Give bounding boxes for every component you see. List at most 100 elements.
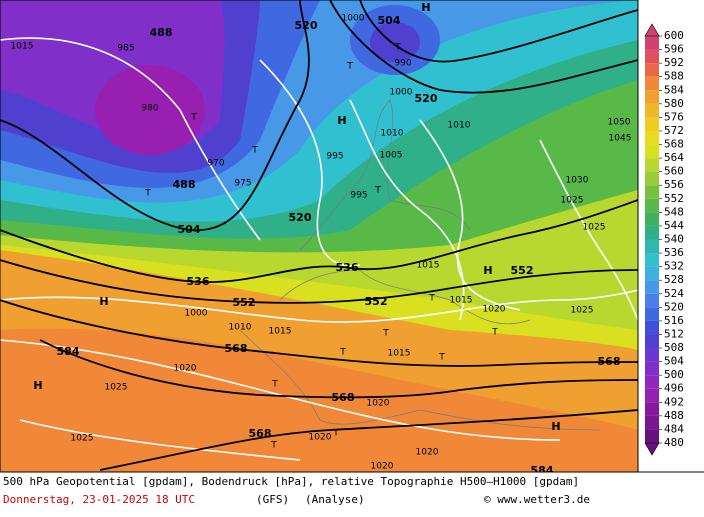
colorbar-label: 556 <box>664 178 684 191</box>
pressure-label: 1025 <box>105 383 128 393</box>
colorbar-swatch <box>645 90 659 104</box>
contour-label: 568 <box>332 391 355 404</box>
contour-label: H <box>551 420 560 433</box>
pressure-label: 1045 <box>609 134 632 144</box>
colorbar-swatch <box>645 144 659 159</box>
pressure-label: 1015 <box>269 327 292 337</box>
coastlines <box>239 99 601 431</box>
colorbar-label: 516 <box>664 314 684 327</box>
colorbar-label: 520 <box>664 300 684 313</box>
colorbar-swatch <box>645 388 659 403</box>
colorbar-label: 480 <box>664 436 684 449</box>
pressure-label: 1015 <box>450 296 473 306</box>
pressure-label: 985 <box>117 44 134 54</box>
pressure-label: T <box>382 329 389 339</box>
pressure-label: 1025 <box>561 196 584 206</box>
colorbar-swatch <box>645 293 659 308</box>
colorbar-swatch <box>645 348 659 362</box>
pressure-label: 1025 <box>583 223 606 233</box>
contour-label: 504 <box>378 14 401 27</box>
colorbar-swatch <box>645 375 659 389</box>
pressure-label: 1050 <box>608 118 631 128</box>
pressure-label: T <box>346 62 353 72</box>
map: 488 520 504 488 504 520 520 536 536 552 552 552 568 5… <box>0 0 638 472</box>
colorbar-label: 592 <box>664 56 684 69</box>
colorbar-label: 484 <box>664 422 684 435</box>
caption-run: (Analyse) <box>305 493 365 506</box>
pressure-label: 1015 <box>417 261 440 271</box>
colorbar-label: 508 <box>664 341 684 354</box>
colorbar-swatch <box>645 402 659 416</box>
colorbar-swatch <box>645 49 659 64</box>
band <box>95 65 205 155</box>
colorbar-label: 512 <box>664 327 684 340</box>
colorbar-label: 492 <box>664 395 684 408</box>
pressure-label: 1000 <box>342 14 365 24</box>
colorbar-label: 584 <box>664 83 684 96</box>
contour-label: 520 <box>415 92 438 105</box>
pressure-label: 1020 <box>416 448 439 458</box>
colorbar-swatch <box>645 158 659 172</box>
colorbar-swatch <box>645 117 659 131</box>
pressure-label: 995 <box>326 152 343 162</box>
pressure-label: T <box>190 113 197 123</box>
pressure-label: 1020 <box>483 305 506 315</box>
colorbar-label: 500 <box>664 368 684 381</box>
contour-label: H <box>337 114 346 127</box>
colorbar-swatch <box>645 334 659 349</box>
contour-label: H <box>421 1 430 14</box>
colorbar-label: 532 <box>664 260 684 273</box>
pressure-label: T <box>271 380 278 390</box>
pressure-label: T <box>438 353 445 363</box>
contour-label: 536 <box>336 261 359 274</box>
pressure-label: 1010 <box>448 121 471 131</box>
colorbar-swatch <box>645 212 659 226</box>
contour-label: 504 <box>178 223 201 236</box>
contour-label: 536 <box>187 275 210 288</box>
colorbar-label: 488 <box>664 409 684 422</box>
colorbar-label: 496 <box>664 382 684 395</box>
caption-date: Donnerstag, 23-01-2025 18 UTC <box>3 493 195 506</box>
pressure-label: 1020 <box>174 364 197 374</box>
colorbar-swatch <box>645 103 659 118</box>
pressure-label: 970 <box>207 159 224 169</box>
pressure-label: 1005 <box>380 151 403 161</box>
pressure-label: 1015 <box>388 349 411 359</box>
colorbar-label: 596 <box>664 43 684 56</box>
contour-label: 552 <box>511 264 534 277</box>
pressure-label: T <box>332 429 339 439</box>
colorbar-label: 600 <box>664 29 684 42</box>
pressure-label: T <box>394 43 401 53</box>
colorbar-label: 564 <box>664 151 684 164</box>
colorbar-swatch <box>645 63 659 77</box>
colorbar-swatch <box>645 36 659 50</box>
contour-label: H <box>99 295 108 308</box>
colorbar-swatch <box>645 429 659 443</box>
colorbar-swatch <box>645 198 659 213</box>
caption-copyright: © www.wetter3.de <box>484 493 590 506</box>
colorbar-label: 524 <box>664 287 684 300</box>
isobars <box>0 37 638 461</box>
colorbar-swatch <box>645 239 659 254</box>
colorbar-swatch <box>645 76 659 91</box>
pressure-label: T <box>374 186 381 196</box>
pressure-label: 1010 <box>229 323 252 333</box>
pressure-label: 1020 <box>309 433 332 443</box>
pressure-label: T <box>428 294 435 304</box>
pressure-label: 1025 <box>571 306 594 316</box>
pressure-label: T <box>270 441 277 451</box>
colorbar-label: 576 <box>664 110 684 123</box>
colorbar-label: 580 <box>664 97 684 110</box>
pressure-label: 1000 <box>390 88 413 98</box>
pressure-label: T <box>339 348 346 358</box>
caption-model: (GFS) <box>256 493 289 506</box>
colorbar-swatch <box>645 280 659 294</box>
contour-label: 552 <box>233 296 256 309</box>
contour-label: 568 <box>598 355 621 368</box>
pressure-label: 1020 <box>371 462 394 472</box>
contour-label: 568 <box>249 427 272 440</box>
colorbar-swatch <box>645 225 659 240</box>
pressure-label: T <box>144 189 151 199</box>
colorbar-label: 536 <box>664 246 684 259</box>
